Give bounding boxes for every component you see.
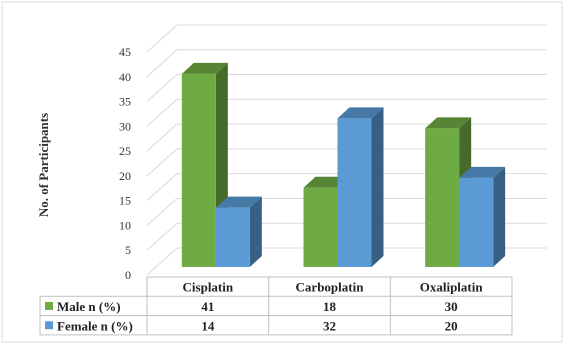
legend-label: Male n (%) [57, 299, 121, 314]
y-tick-label: 5 [125, 243, 131, 257]
gridline-diagonal [146, 24, 178, 53]
gridline-diagonal [146, 123, 178, 152]
gridline-diagonal [146, 173, 178, 202]
gridline-diagonal [146, 247, 178, 276]
data-label: 30 [445, 299, 458, 314]
bar-top [337, 107, 384, 119]
gridline-diagonal [146, 74, 178, 102]
bar [215, 196, 262, 267]
bar-front [303, 187, 338, 267]
y-axis-label: No. of Participants [36, 113, 51, 217]
y-tick-label: 25 [119, 144, 131, 158]
x-tick-label: Carboplatin [296, 280, 365, 295]
bar-top [459, 166, 506, 178]
bar-front [459, 177, 494, 267]
bar-side [371, 107, 384, 267]
bar-front [425, 128, 460, 267]
y-tick-label: 30 [119, 119, 131, 133]
y-tick-label: 20 [119, 169, 131, 183]
y-tick-label: 35 [119, 95, 131, 109]
data-table: Cisplatin Carboplatin Oxaliplatin Male n (%… [39, 276, 513, 336]
data-label: 32 [323, 318, 336, 333]
bar-front [337, 118, 372, 267]
y-tick-label: 15 [119, 194, 131, 208]
gridline-diagonal [146, 222, 178, 251]
data-label: 41 [201, 299, 214, 314]
legend-label: Female n (%) [57, 318, 133, 333]
gridline-diagonal [146, 148, 178, 177]
gridline-diagonal [146, 98, 178, 127]
x-tick-label: Cisplatin [183, 280, 234, 295]
bar-front [181, 73, 216, 267]
data-label: 20 [445, 318, 458, 333]
bar-side [249, 196, 262, 267]
gridline-diagonal [146, 198, 178, 226]
y-tick-label: 40 [119, 70, 131, 84]
legend-key [45, 321, 53, 330]
y-tick-label: 45 [119, 45, 131, 59]
y-tick-label: 0 [125, 268, 131, 282]
bars [181, 62, 506, 268]
bar-top [181, 62, 228, 74]
y-tick-label: 10 [119, 218, 131, 232]
bar-top [425, 117, 472, 129]
y-axis: 0 5 10 15 20 25 30 35 40 45 [119, 45, 131, 282]
bar [337, 107, 384, 267]
x-tick-label: Oxaliplatin [420, 280, 484, 295]
bar-top [215, 196, 262, 208]
bar-side [493, 166, 506, 267]
legend-key [45, 301, 53, 310]
gridline-diagonal [146, 49, 178, 78]
bar-front [215, 207, 250, 267]
bar [459, 166, 506, 267]
data-label: 18 [323, 299, 337, 314]
data-label: 14 [201, 318, 215, 333]
